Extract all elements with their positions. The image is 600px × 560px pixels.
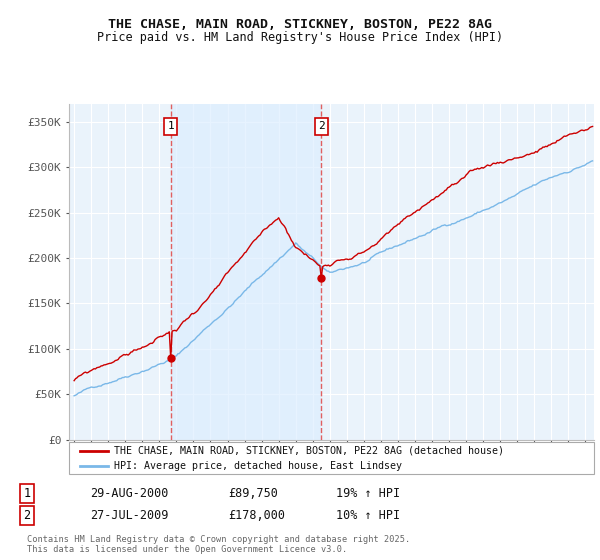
Text: Price paid vs. HM Land Registry's House Price Index (HPI): Price paid vs. HM Land Registry's House …	[97, 31, 503, 44]
Text: 29-AUG-2000: 29-AUG-2000	[90, 487, 169, 501]
Text: 1: 1	[167, 122, 174, 131]
Text: THE CHASE, MAIN ROAD, STICKNEY, BOSTON, PE22 8AG (detached house): THE CHASE, MAIN ROAD, STICKNEY, BOSTON, …	[113, 446, 503, 456]
Text: HPI: Average price, detached house, East Lindsey: HPI: Average price, detached house, East…	[113, 461, 401, 471]
Text: £178,000: £178,000	[228, 508, 285, 522]
Text: Contains HM Land Registry data © Crown copyright and database right 2025.: Contains HM Land Registry data © Crown c…	[27, 535, 410, 544]
Text: 1: 1	[23, 487, 31, 501]
Text: THE CHASE, MAIN ROAD, STICKNEY, BOSTON, PE22 8AG: THE CHASE, MAIN ROAD, STICKNEY, BOSTON, …	[108, 18, 492, 31]
Text: 27-JUL-2009: 27-JUL-2009	[90, 508, 169, 522]
Bar	[171, 104, 321, 440]
Text: This data is licensed under the Open Government Licence v3.0.: This data is licensed under the Open Gov…	[27, 545, 347, 554]
Text: £89,750: £89,750	[228, 487, 278, 501]
Text: 2: 2	[23, 508, 31, 522]
Text: 2: 2	[318, 122, 325, 131]
Text: 10% ↑ HPI: 10% ↑ HPI	[336, 508, 400, 522]
Text: 19% ↑ HPI: 19% ↑ HPI	[336, 487, 400, 501]
